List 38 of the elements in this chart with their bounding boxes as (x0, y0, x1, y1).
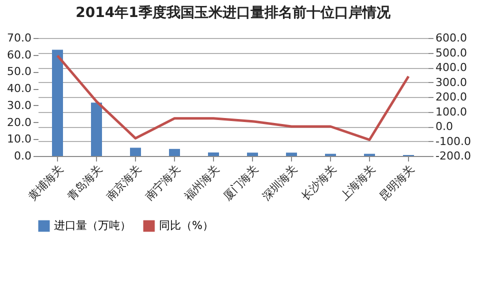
chart-title: 2014年1季度我国玉米进口量排名前十位口岸情况 (76, 4, 392, 21)
x-tick-label: 上海海关 (338, 162, 378, 204)
bar (247, 152, 258, 156)
y-tick-label: 60.0 (7, 48, 32, 62)
legend-label: 同比（%） (159, 219, 214, 232)
y-tick-label: 0.0 (14, 150, 32, 162)
y2-tick-label: 500.0 (436, 46, 467, 60)
bar (91, 102, 102, 156)
y2-tick-label: 600.0 (436, 32, 467, 44)
x-tick-label: 昆明海关 (376, 162, 417, 204)
x-tick-label: 青岛海关 (64, 162, 105, 204)
bar (208, 152, 219, 156)
y-tick-label: 40.0 (7, 82, 32, 96)
y-tick-label: 20.0 (7, 116, 32, 129)
x-tick-label: 福州海关 (182, 162, 222, 204)
y-tick-label: 70.0 (7, 32, 32, 44)
y-tick-label: 30.0 (7, 98, 32, 112)
y-tick-label: 50.0 (7, 65, 32, 78)
y2-tick-label: 200.0 (436, 90, 467, 104)
x-tick-label: 南京海关 (104, 162, 144, 204)
y2-tick-label: 100.0 (436, 105, 467, 118)
y2-tick-label: -100.0 (436, 134, 471, 148)
line-series (56, 54, 410, 142)
legend-label: 进口量（万吨） (54, 219, 131, 232)
x-tick-label: 南宁海关 (142, 162, 183, 204)
x-tick-label: 长沙海关 (298, 162, 339, 204)
bar (286, 152, 297, 156)
bar (52, 50, 63, 156)
x-tick-label: 厦门海关 (220, 162, 261, 204)
y2-tick-label: 0.0 (436, 120, 453, 133)
y2-tick-label: 300.0 (436, 76, 467, 89)
bar (130, 148, 141, 156)
bar (169, 148, 180, 156)
y-tick-label: 10.0 (7, 132, 32, 146)
x-tick-label: 黄埔海关 (26, 162, 66, 204)
y2-tick-label: 400.0 (436, 61, 467, 74)
x-tick-label: 深圳海关 (260, 162, 300, 204)
y2-tick-label: -200.0 (436, 150, 471, 162)
